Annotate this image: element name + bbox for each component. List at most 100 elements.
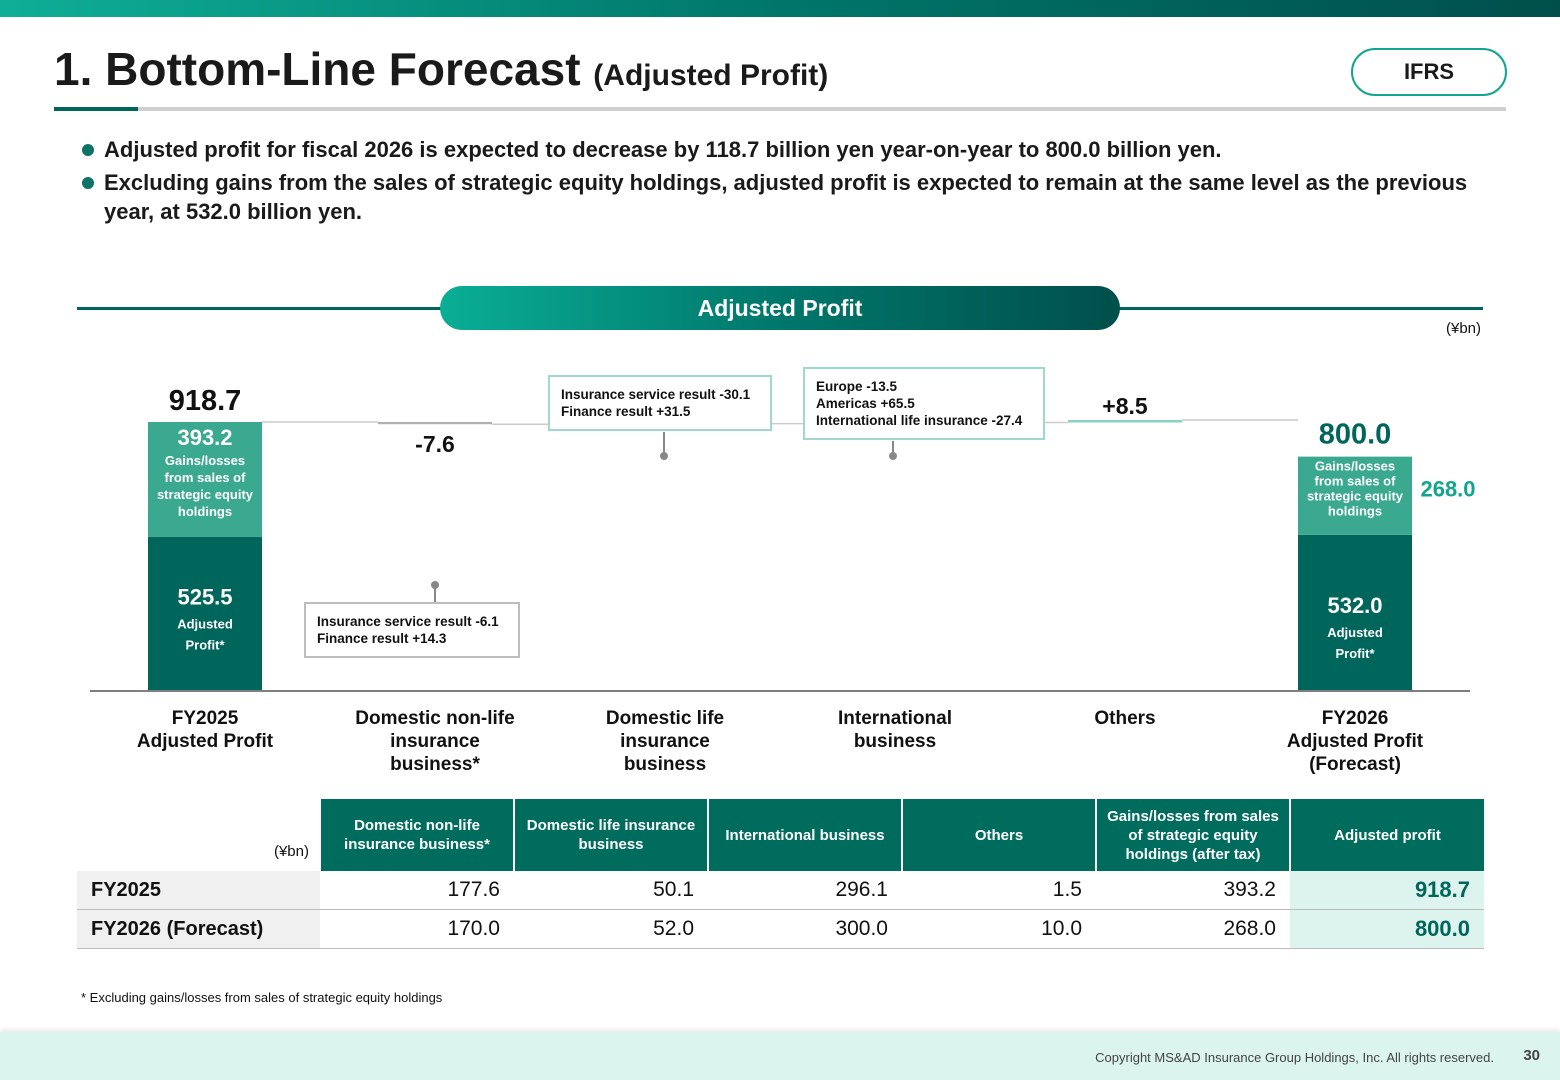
- data-label-domestic-non-life: -7.6: [415, 431, 455, 457]
- callout-line: Finance result +31.5: [561, 404, 691, 419]
- table-cell: 177.6: [320, 871, 514, 910]
- table-header: International business: [707, 799, 902, 871]
- table-cell-total: 918.7: [1290, 871, 1484, 910]
- title-main: 1. Bottom-Line Forecast: [54, 43, 581, 95]
- title-rule-accent: [54, 107, 138, 111]
- data-label-fy2026-gains: 268.0: [1420, 477, 1475, 502]
- category-label: Others: [1094, 708, 1155, 729]
- table-cell-total: 800.0: [1290, 909, 1484, 949]
- bar-fy2025-gains: [148, 422, 262, 537]
- bar-desc-fy2025-gains: strategic equity: [157, 487, 254, 502]
- table-cell: 268.0: [1096, 909, 1290, 949]
- bullet-item: Excluding gains from the sales of strate…: [80, 168, 1480, 226]
- table-header: Adjusted profit: [1289, 799, 1484, 871]
- category-label: business*: [390, 754, 480, 775]
- data-table: (¥bn) Domestic non-life insurance busine…: [77, 799, 1484, 949]
- category-label: Domestic non-life: [355, 708, 514, 729]
- callout-dot-icon: [660, 452, 668, 460]
- bar-desc-fy2025-gains: from sales of: [165, 470, 247, 485]
- table-row: FY2026 (Forecast) 170.0 52.0 300.0 10.0 …: [77, 909, 1484, 949]
- callout-line: Americas +65.5: [816, 396, 915, 411]
- callout-dot-icon: [431, 581, 439, 589]
- bar-desc-fy2026-gains: from sales of: [1315, 474, 1397, 489]
- table-cell: 1.5: [902, 871, 1096, 910]
- band-line-left: [77, 307, 447, 310]
- bar-desc-fy2026-base: Adjusted: [1327, 625, 1383, 640]
- category-label: (Forecast): [1309, 754, 1401, 775]
- bar-fy2026-gains: [1298, 456, 1412, 535]
- category-label: FY2025: [172, 708, 239, 729]
- ifrs-badge: IFRS: [1351, 48, 1507, 96]
- callout-line: Finance result +14.3: [317, 631, 447, 646]
- top-accent-bar: [0, 0, 1560, 17]
- data-label-fy2025-gains: 393.2: [177, 425, 232, 450]
- category-label: business: [624, 754, 706, 775]
- footnote: * Excluding gains/losses from sales of s…: [81, 990, 443, 1005]
- callout-stem: [892, 441, 894, 456]
- table-unit: (¥bn): [77, 799, 320, 871]
- category-label: Adjusted Profit: [137, 731, 274, 752]
- chart-title-pill: Adjusted Profit: [440, 286, 1120, 330]
- callout-line: Europe -13.5: [816, 379, 898, 394]
- bar-desc-fy2025-gains: Gains/losses: [165, 453, 245, 468]
- bar-desc-fy2026-gains: strategic equity: [1307, 489, 1404, 504]
- data-label-fy2026-total: 800.0: [1319, 419, 1392, 451]
- bar-desc-fy2026-base: Profit*: [1336, 646, 1376, 661]
- callout-stem: [434, 586, 436, 602]
- callout-stem: [663, 432, 665, 456]
- band-line-right: [1112, 307, 1483, 310]
- table-header-row: (¥bn) Domestic non-life insurance busine…: [77, 799, 1484, 871]
- table-header: Others: [901, 799, 1096, 871]
- data-label-others: +8.5: [1102, 393, 1148, 419]
- row-label: FY2026 (Forecast): [77, 909, 320, 949]
- page-number: 30: [1523, 1047, 1540, 1064]
- category-label: insurance: [390, 731, 480, 752]
- bullet-text: Excluding gains from the sales of strate…: [104, 170, 1468, 224]
- table-header: Domestic life insurance business: [513, 799, 708, 871]
- bullet-text: Adjusted profit for fiscal 2026 is expec…: [104, 137, 1222, 162]
- table-cell: 170.0: [320, 909, 514, 949]
- data-label-fy2025-total: 918.7: [169, 385, 242, 417]
- table-cell: 52.0: [514, 909, 708, 949]
- table-header: Gains/losses from sales of strategic equ…: [1095, 799, 1290, 871]
- bar-others: [1068, 420, 1182, 423]
- table-cell: 393.2: [1096, 871, 1290, 910]
- bar-desc-fy2025-base: Adjusted: [177, 617, 233, 632]
- page-title: 1. Bottom-Line Forecast (Adjusted Profit…: [54, 42, 828, 96]
- data-label-fy2025-base: 525.5: [177, 585, 232, 610]
- table-cell: 50.1: [514, 871, 708, 910]
- category-label: Domestic life: [606, 708, 724, 729]
- title-rule: [54, 107, 1506, 111]
- bar-fy2025-adjusted-profit: [148, 536, 262, 690]
- bullet-dot-icon: [82, 177, 94, 189]
- bar-desc-fy2025-gains: holdings: [178, 504, 232, 519]
- bar-fy2026-adjusted-profit: [1298, 534, 1412, 690]
- callout-line: Insurance service result -6.1: [317, 614, 499, 629]
- table-cell: 10.0: [902, 909, 1096, 949]
- table-header: Domestic non-life insurance business*: [319, 799, 514, 871]
- category-label: FY2026: [1322, 708, 1389, 729]
- bar-domestic-non-life: [378, 422, 492, 425]
- category-label: insurance: [620, 731, 710, 752]
- callout-line: International life insurance -27.4: [816, 413, 1023, 428]
- bar-desc-fy2025-base: Profit*: [186, 638, 226, 653]
- copyright: Copyright MS&AD Insurance Group Holdings…: [1095, 1050, 1494, 1065]
- data-label-fy2026-base: 532.0: [1327, 593, 1382, 618]
- table-cell: 300.0: [708, 909, 902, 949]
- bar-desc-fy2026-gains: holdings: [1328, 504, 1382, 519]
- row-label: FY2025: [77, 871, 320, 910]
- table-cell: 296.1: [708, 871, 902, 910]
- callout-line: Insurance service result -30.1: [561, 387, 751, 402]
- summary-bullets: Adjusted profit for fiscal 2026 is expec…: [80, 135, 1480, 230]
- callout-dot-icon: [889, 452, 897, 460]
- callout-domestic-life: Insurance service result -30.1 Finance r…: [548, 375, 772, 431]
- callout-domestic-non-life: Insurance service result -6.1 Finance re…: [304, 602, 520, 658]
- footer: Copyright MS&AD Insurance Group Holdings…: [0, 1032, 1560, 1080]
- bullet-item: Adjusted profit for fiscal 2026 is expec…: [80, 135, 1480, 164]
- category-label: business: [854, 731, 936, 752]
- category-label: Adjusted Profit: [1287, 731, 1424, 752]
- bullet-dot-icon: [82, 144, 94, 156]
- chart-unit: (¥bn): [1446, 320, 1482, 337]
- title-subtitle: (Adjusted Profit): [593, 59, 829, 92]
